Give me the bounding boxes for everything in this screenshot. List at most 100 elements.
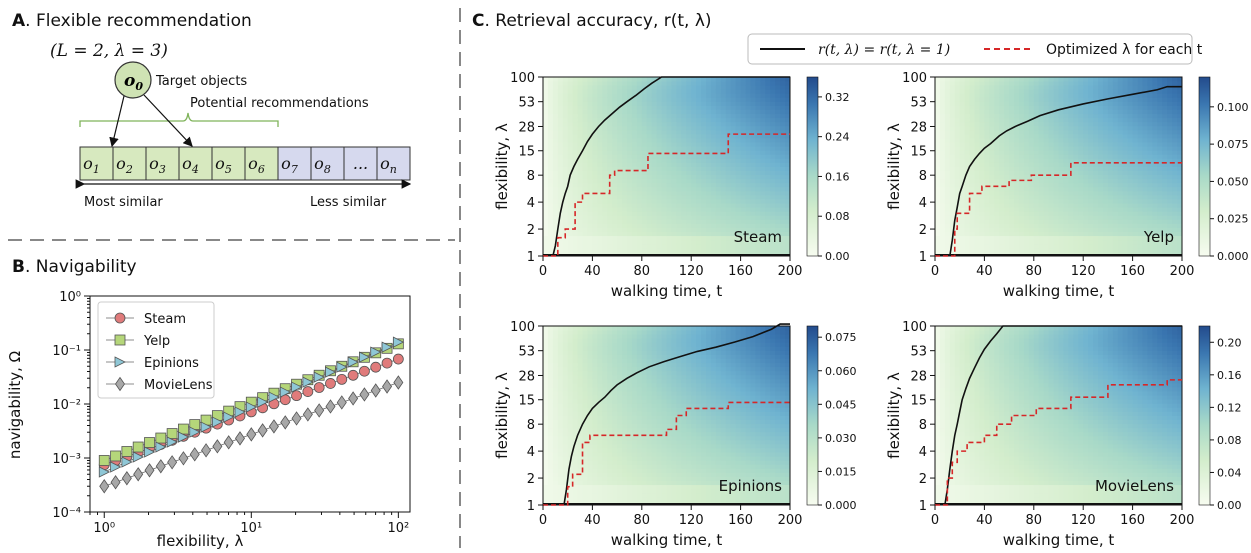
- heatmap-cell: [1102, 101, 1109, 106]
- heatmap-cell: [631, 182, 638, 188]
- heatmap-cell: [760, 125, 766, 131]
- heatmap-cell: [582, 235, 588, 241]
- heatmap-cell: [636, 121, 643, 127]
- heatmap-cell: [1068, 93, 1074, 98]
- heatmap-cell: [770, 227, 776, 232]
- heatmap-cell: [587, 215, 593, 220]
- heatmap-cell: [959, 85, 966, 90]
- heatmap-cell: [577, 154, 583, 159]
- heatmap-cell: [1127, 85, 1133, 90]
- heatmap-cell: [1063, 199, 1069, 204]
- heatmap-cell: [617, 174, 623, 180]
- heatmap-cell: [1142, 77, 1148, 82]
- heatmap-cell: [710, 203, 717, 208]
- heatmap-cell: [577, 182, 583, 188]
- heatmap-cell: [935, 154, 941, 159]
- heatmap-cell: [1048, 121, 1054, 127]
- heatmap-cell: [1058, 105, 1064, 110]
- heatmap-cell: [974, 219, 980, 224]
- heatmap-cell: [641, 174, 648, 180]
- heatmap-cell: [949, 170, 956, 176]
- heatmap-cell: [1018, 138, 1025, 143]
- heatmap-cell: [755, 203, 761, 208]
- heatmap-cell: [775, 97, 781, 102]
- heatmap-cell: [785, 219, 791, 224]
- heatmap-cell: [1023, 154, 1030, 159]
- heatmap-cell: [1152, 194, 1158, 200]
- heatmap-cell: [1112, 235, 1119, 241]
- heatmap-cell: [1137, 117, 1143, 123]
- heatmap-cell: [939, 146, 946, 151]
- heatmap-cell: [592, 199, 598, 204]
- heatmap-cell: [989, 117, 995, 123]
- heatmap-cell: [964, 162, 970, 167]
- heatmap-cell: [730, 174, 737, 180]
- heatmap-cell: [969, 129, 975, 135]
- heatmap-cell: [543, 366, 549, 372]
- heatmap-cell: [755, 174, 761, 180]
- heatmap-cell: [735, 113, 741, 119]
- heatmap-cell: [1172, 247, 1178, 253]
- heatmap-cell: [949, 194, 956, 200]
- heatmap-cell: [686, 93, 692, 98]
- heatmap-cell: [964, 174, 970, 180]
- heatmap-cell: [944, 89, 951, 94]
- heatmap-cell: [1157, 215, 1163, 220]
- heatmap-cell: [651, 146, 658, 151]
- heatmap-cell: [1112, 190, 1119, 196]
- heatmap-cell: [557, 239, 564, 245]
- heatmap-cell: [1043, 158, 1050, 163]
- heatmap-cell: [725, 243, 732, 249]
- heatmap-cell: [725, 235, 732, 241]
- heatmap-cell: [720, 113, 727, 119]
- heatmap-cell: [775, 174, 781, 180]
- heatmap-cell: [597, 101, 603, 106]
- data-point: [336, 395, 347, 410]
- heatmap-cell: [984, 138, 990, 143]
- heatmap-cell: [1117, 77, 1124, 82]
- heatmap-cell: [1004, 142, 1010, 147]
- heatmap-cell: [964, 231, 970, 237]
- heatmap-cell: [969, 77, 975, 82]
- heatmap-cell: [656, 194, 662, 200]
- heatmap-cell: [701, 186, 707, 192]
- heatmap-cell: [617, 186, 623, 192]
- heatmap-cell: [631, 194, 638, 200]
- heatmap-cell: [1068, 166, 1074, 171]
- heatmap-cell: [770, 93, 776, 98]
- heatmap-cell: [730, 231, 737, 237]
- heatmap-cell: [557, 105, 564, 110]
- heatmap-cell: [1083, 77, 1089, 82]
- heatmap-cell: [607, 129, 613, 135]
- heatmap-cell: [1009, 154, 1015, 159]
- heatmap-cell: [1147, 142, 1153, 147]
- heatmap-cell: [740, 215, 746, 220]
- heatmap-cell: [994, 101, 1000, 106]
- heatmap-cell: [959, 113, 966, 119]
- heatmap-cell: [1172, 146, 1178, 151]
- heatmap-cell: [770, 199, 776, 204]
- heatmap-cell: [1004, 121, 1010, 127]
- heatmap-cell: [1004, 117, 1010, 123]
- heatmap-cell: [964, 133, 970, 139]
- heatmap-cell: [1058, 170, 1064, 176]
- heatmap-cell: [1053, 199, 1059, 204]
- heatmap-cell: [1142, 85, 1148, 90]
- legend-dashed-label: Optimized λ for each t: [1046, 42, 1203, 58]
- heatmap-cell: [999, 231, 1005, 237]
- heatmap-cell: [1152, 85, 1158, 90]
- heatmap-cell: [706, 105, 712, 110]
- heatmap-cell: [1112, 89, 1119, 94]
- heatmap-cell: [984, 121, 990, 127]
- heatmap-cell: [1033, 129, 1040, 135]
- heatmap-cell: [1053, 239, 1059, 245]
- heatmap-cell: [730, 133, 737, 139]
- heatmap-cell: [577, 85, 583, 90]
- heatmap-cell: [607, 215, 613, 220]
- heatmap-cell: [1177, 215, 1183, 220]
- heatmap-cell: [755, 186, 761, 192]
- heatmap-cell: [1172, 215, 1178, 220]
- heatmap-cell: [1112, 158, 1119, 163]
- heatmap-cell: [577, 243, 583, 249]
- heatmap-cell: [543, 338, 549, 343]
